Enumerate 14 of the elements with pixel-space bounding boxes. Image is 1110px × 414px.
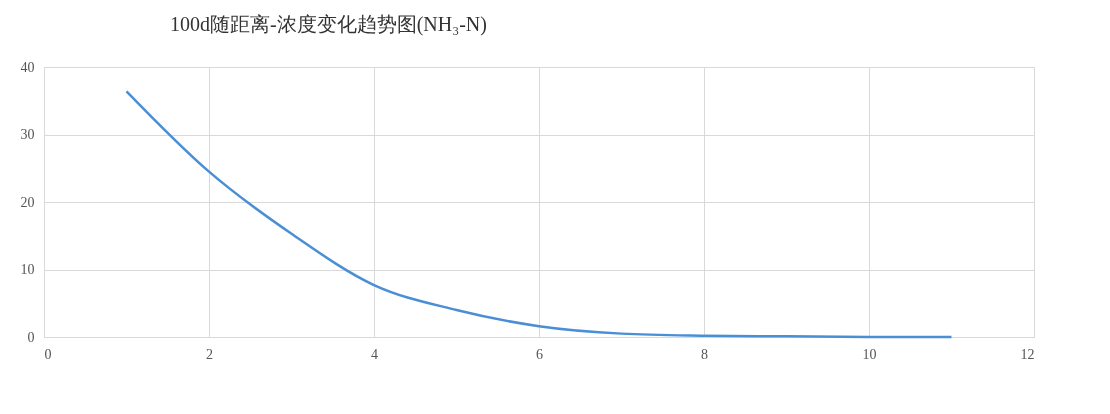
y-tick-label: 40 — [20, 59, 35, 75]
x-tick-label: 10 — [862, 346, 877, 362]
x-tick-label: 0 — [44, 346, 52, 362]
x-tick-label: 6 — [536, 346, 543, 362]
x-tick-label: 8 — [701, 346, 708, 362]
y-tick-label: 0 — [27, 329, 35, 345]
x-tick-label: 2 — [206, 346, 213, 362]
y-tick-label: 10 — [20, 262, 35, 277]
y-tick-label: 30 — [20, 127, 35, 142]
x-tick-label: 12 — [1020, 346, 1035, 362]
x-tick-label: 4 — [371, 346, 378, 362]
line-series — [125, 90, 953, 339]
chart-title: 100d随距离-浓度变化趋势图(NH₃-N) — [170, 13, 487, 36]
y-tick-label: 20 — [20, 194, 35, 210]
